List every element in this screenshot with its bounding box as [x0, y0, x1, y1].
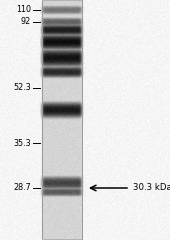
Text: 30.3 kDa: 30.3 kDa [133, 184, 170, 192]
Text: 52.3: 52.3 [13, 84, 31, 92]
Text: 92: 92 [21, 18, 31, 26]
Text: 110: 110 [16, 6, 31, 14]
Text: 28.7: 28.7 [13, 184, 31, 192]
Text: 35.3: 35.3 [13, 138, 31, 148]
